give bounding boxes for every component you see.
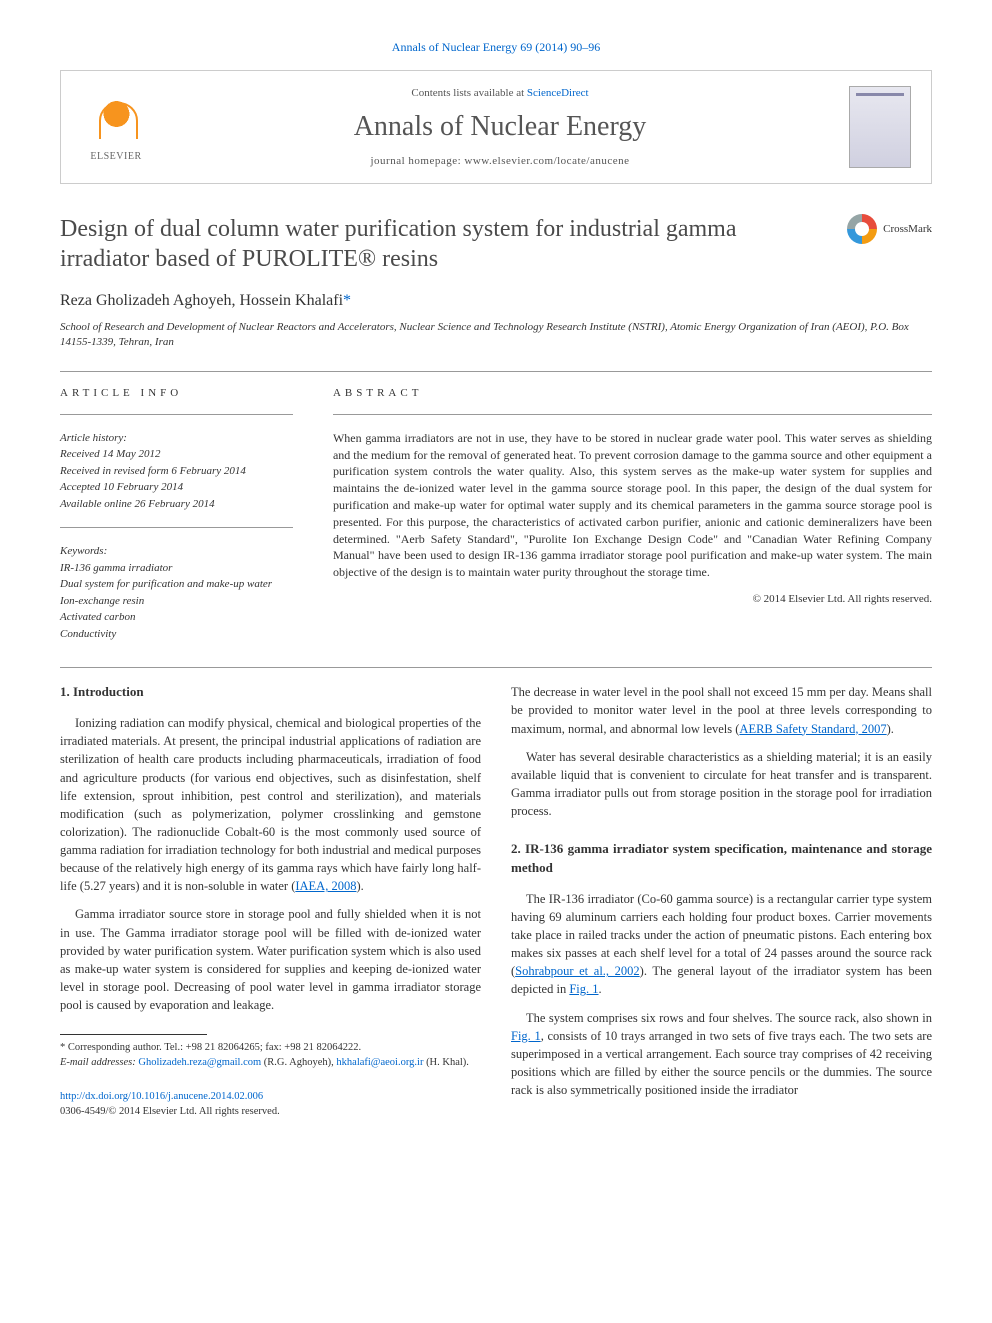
email-line: E-mail addresses: Gholizadeh.reza@gmail.… xyxy=(60,1056,481,1071)
section-1-para-1: Ionizing radiation can modify physical, … xyxy=(60,714,481,895)
section-2-para-2: The system comprises six rows and four s… xyxy=(511,1009,932,1100)
publisher-name: ELSEVIER xyxy=(90,151,141,162)
divider-body xyxy=(60,667,932,668)
author-names: Reza Gholizadeh Aghoyeh, Hossein Khalafi xyxy=(60,292,343,309)
body-left-column: 1. Introduction Ionizing radiation can m… xyxy=(60,683,481,1119)
email-label: E-mail addresses: xyxy=(60,1057,138,1068)
article-history: Article history: Received 14 May 2012 Re… xyxy=(60,430,293,513)
keyword: IR-136 gamma irradiator xyxy=(60,560,293,577)
citation-link[interactable]: IAEA, 2008 xyxy=(295,879,356,893)
info-abstract-row: ARTICLE INFO Article history: Received 1… xyxy=(60,387,932,643)
contents-prefix: Contents lists available at xyxy=(411,87,526,99)
para-text: ). xyxy=(356,879,363,893)
abstract-divider xyxy=(333,414,932,415)
elsevier-logo: ELSEVIER xyxy=(81,87,151,167)
email-who-2: (H. Khal). xyxy=(423,1057,469,1068)
right-para-2: Water has several desirable characterist… xyxy=(511,748,932,821)
authors-line: Reza Gholizadeh Aghoyeh, Hossein Khalafi… xyxy=(60,292,932,310)
para-text: , consists of 10 trays arranged in two s… xyxy=(511,1029,932,1097)
keyword: Dual system for purification and make-up… xyxy=(60,576,293,593)
email-link-1[interactable]: Gholizadeh.reza@gmail.com xyxy=(138,1057,261,1068)
article-info-label: ARTICLE INFO xyxy=(60,387,293,399)
figure-link[interactable]: Fig. 1 xyxy=(569,982,598,996)
revised-date: Received in revised form 6 February 2014 xyxy=(60,463,293,480)
body-right-column: The decrease in water level in the pool … xyxy=(511,683,932,1119)
section-2-heading: 2. IR-136 gamma irradiator system specif… xyxy=(511,840,932,878)
keyword: Conductivity xyxy=(60,626,293,643)
accepted-date: Accepted 10 February 2014 xyxy=(60,479,293,496)
keywords-block: Keywords: IR-136 gamma irradiator Dual s… xyxy=(60,543,293,642)
divider-top xyxy=(60,371,932,372)
elsevier-tree-icon xyxy=(89,92,144,147)
info-divider-1 xyxy=(60,414,293,415)
keywords-head: Keywords: xyxy=(60,543,293,560)
email-link-2[interactable]: hkhalafi@aeoi.org.ir xyxy=(336,1057,423,1068)
crossmark-badge[interactable]: CrossMark xyxy=(847,214,932,244)
article-title: Design of dual column water purification… xyxy=(60,214,847,274)
corresponding-author-note: * Corresponding author. Tel.: +98 21 820… xyxy=(60,1041,481,1056)
crossmark-icon xyxy=(847,214,877,244)
abstract-label: ABSTRACT xyxy=(333,387,932,399)
footnotes: * Corresponding author. Tel.: +98 21 820… xyxy=(60,1041,481,1070)
keyword: Ion-exchange resin xyxy=(60,593,293,610)
citation-link[interactable]: AERB Safety Standard, 2007 xyxy=(739,722,886,736)
doi-block: http://dx.doi.org/10.1016/j.anucene.2014… xyxy=(60,1089,481,1119)
para-text: The system comprises six rows and four s… xyxy=(526,1011,932,1025)
abstract-text: When gamma irradiators are not in use, t… xyxy=(333,430,932,581)
homepage-line: journal homepage: www.elsevier.com/locat… xyxy=(151,155,849,167)
corresponding-mark: * xyxy=(343,292,351,309)
article-info-column: ARTICLE INFO Article history: Received 1… xyxy=(60,387,293,643)
affiliation: School of Research and Development of Nu… xyxy=(60,320,932,351)
citation-link[interactable]: Sohrabpour et al., 2002 xyxy=(515,964,640,978)
header-center: Contents lists available at ScienceDirec… xyxy=(151,87,849,167)
abstract-copyright: © 2014 Elsevier Ltd. All rights reserved… xyxy=(333,593,932,605)
info-divider-2 xyxy=(60,527,293,528)
right-para-1: The decrease in water level in the pool … xyxy=(511,683,932,737)
para-text: ). xyxy=(887,722,894,736)
received-date: Received 14 May 2012 xyxy=(60,446,293,463)
homepage-url: www.elsevier.com/locate/anucene xyxy=(464,155,629,167)
journal-cover-thumbnail xyxy=(849,86,911,168)
section-1-heading: 1. Introduction xyxy=(60,683,481,702)
email-who-1: (R.G. Aghoyeh), xyxy=(261,1057,336,1068)
online-date: Available online 26 February 2014 xyxy=(60,496,293,513)
abstract-column: ABSTRACT When gamma irradiators are not … xyxy=(333,387,932,643)
issn-copyright: 0306-4549/© 2014 Elsevier Ltd. All right… xyxy=(60,1106,280,1117)
section-1-para-2: Gamma irradiator source store in storage… xyxy=(60,905,481,1014)
para-text: . xyxy=(599,982,602,996)
section-2-para-1: The IR-136 irradiator (Co-60 gamma sourc… xyxy=(511,890,932,999)
doi-link[interactable]: http://dx.doi.org/10.1016/j.anucene.2014… xyxy=(60,1091,263,1102)
body-columns: 1. Introduction Ionizing radiation can m… xyxy=(60,683,932,1119)
keyword: Activated carbon xyxy=(60,609,293,626)
homepage-prefix: journal homepage: xyxy=(371,155,465,167)
title-row: Design of dual column water purification… xyxy=(60,214,932,274)
citation-bar: Annals of Nuclear Energy 69 (2014) 90–96 xyxy=(60,40,932,55)
para-text: Ionizing radiation can modify physical, … xyxy=(60,716,481,893)
journal-header: ELSEVIER Contents lists available at Sci… xyxy=(60,70,932,184)
figure-link[interactable]: Fig. 1 xyxy=(511,1029,541,1043)
page-container: Annals of Nuclear Energy 69 (2014) 90–96… xyxy=(0,0,992,1159)
sciencedirect-link[interactable]: ScienceDirect xyxy=(527,87,589,99)
footnote-separator xyxy=(60,1034,207,1035)
contents-line: Contents lists available at ScienceDirec… xyxy=(151,87,849,99)
history-head: Article history: xyxy=(60,430,293,447)
journal-name: Annals of Nuclear Energy xyxy=(151,111,849,143)
crossmark-label: CrossMark xyxy=(883,223,932,235)
